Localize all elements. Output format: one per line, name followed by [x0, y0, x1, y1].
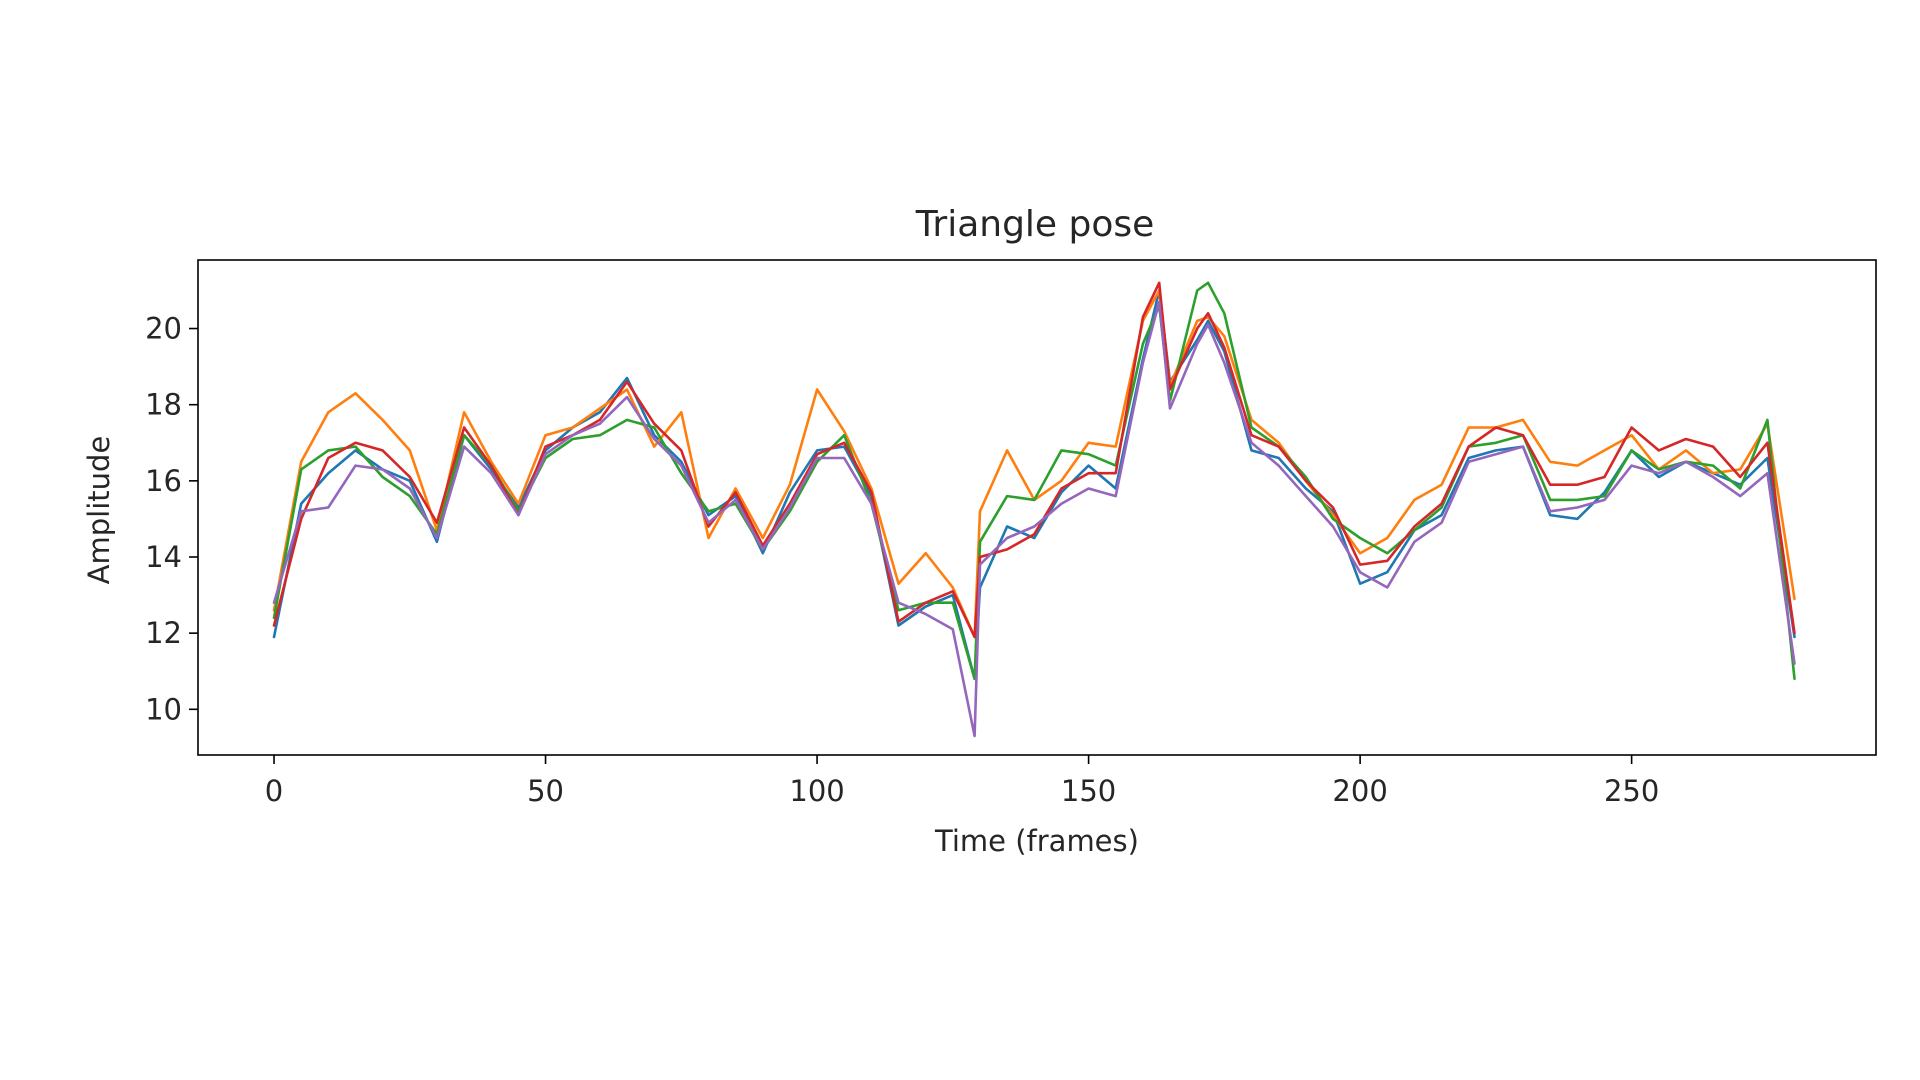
- plot-area: [197, 259, 1877, 756]
- y-tick-label: 20: [145, 312, 182, 346]
- y-tick-label: 14: [145, 540, 182, 574]
- x-tick-label: 250: [1604, 774, 1659, 808]
- x-tick-label: 150: [1061, 774, 1116, 808]
- x-tick-label: 50: [527, 774, 564, 808]
- series-line-5: [272, 300, 1796, 738]
- y-tick-label: 10: [145, 692, 182, 726]
- x-tick-label: 100: [789, 774, 844, 808]
- y-axis-label: Amplitude: [82, 436, 116, 585]
- series-layer: [272, 281, 1796, 738]
- y-tick-label: 18: [145, 388, 182, 422]
- y-axis: 10 12 14 16 18 20: [145, 312, 198, 726]
- y-tick-label: 12: [145, 616, 182, 650]
- x-axis-label: Time (frames): [934, 824, 1139, 858]
- x-tick-label: 200: [1332, 774, 1387, 808]
- x-axis: 0 50 100 150 200 250: [265, 755, 1659, 808]
- x-tick-label: 0: [265, 774, 283, 808]
- chart-title: Triangle pose: [915, 204, 1155, 245]
- series-line-4: [272, 281, 1796, 639]
- y-tick-label: 16: [145, 464, 182, 498]
- plot-frame: [197, 259, 1877, 756]
- series-line-2: [272, 289, 1796, 639]
